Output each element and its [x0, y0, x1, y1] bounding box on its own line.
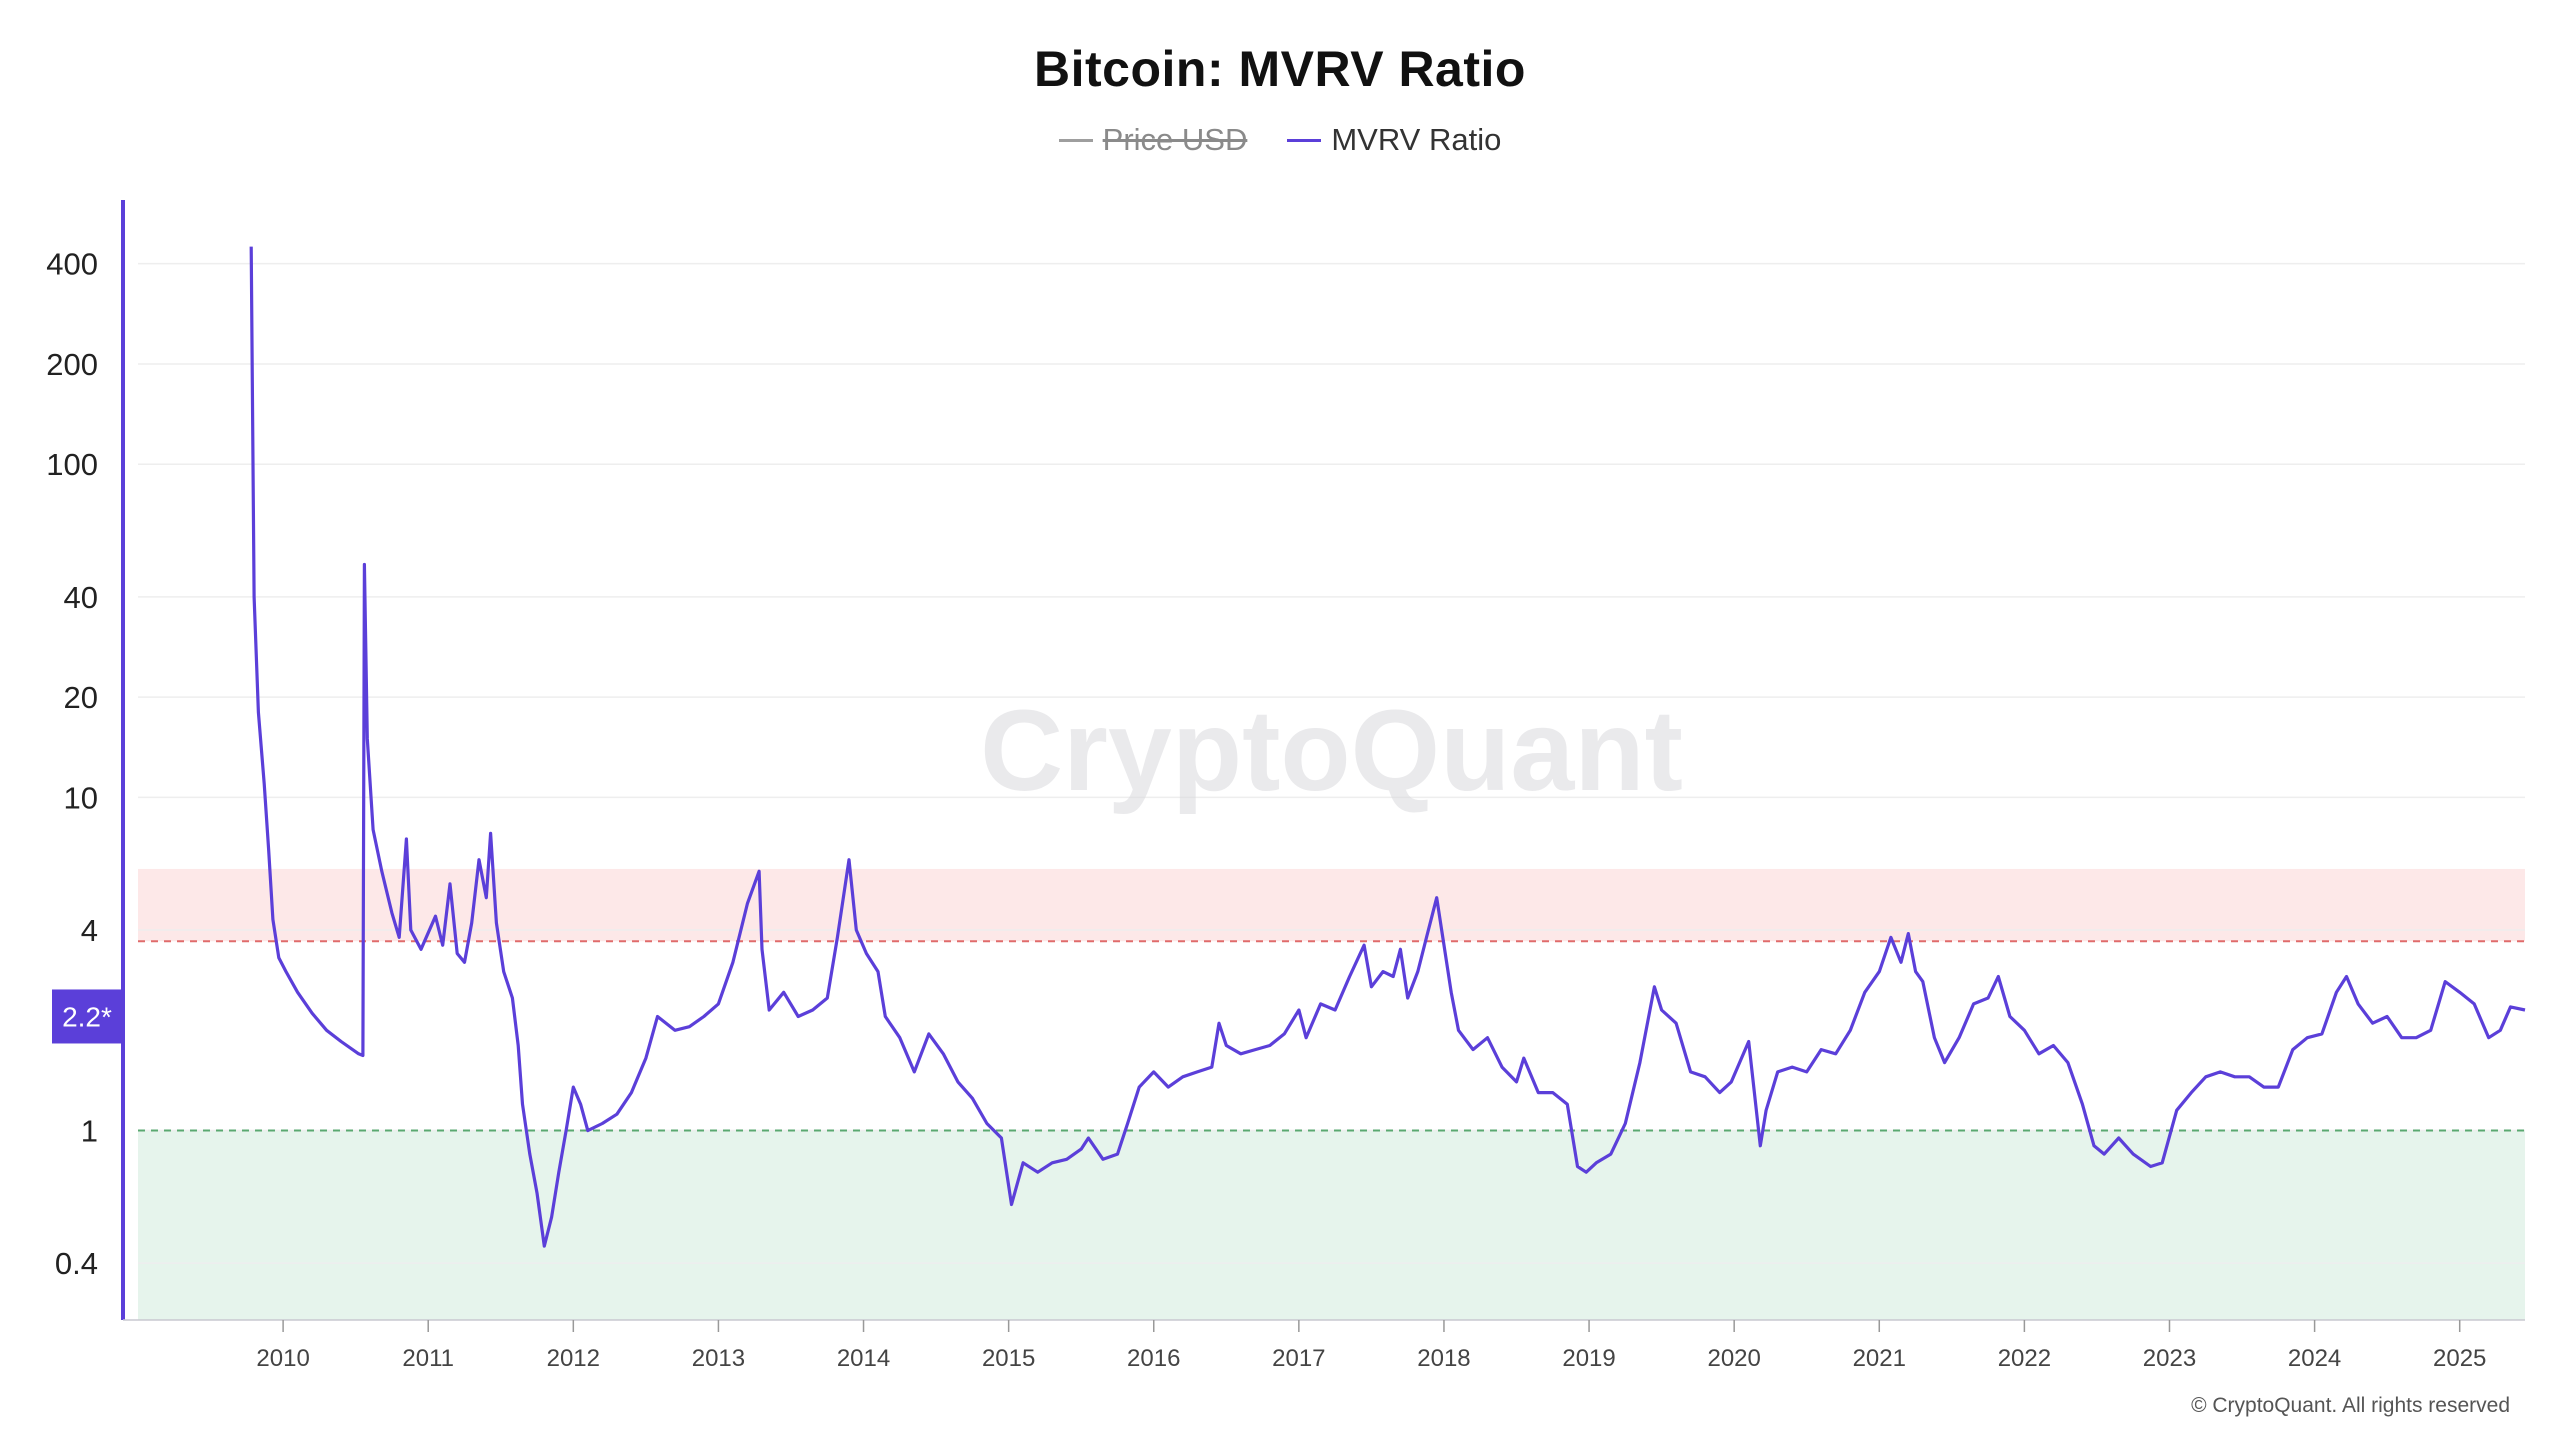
x-tick-label-2016: 2016	[1127, 1345, 1180, 1372]
y-tick-label-20: 20	[64, 680, 98, 715]
y-tick-label-40: 40	[64, 580, 98, 615]
legend-swatch-price-usd	[1058, 138, 1093, 142]
x-tick-label-2022: 2022	[1998, 1345, 2051, 1372]
x-tick-label-2024: 2024	[2288, 1345, 2341, 1372]
current-value-badge	[52, 989, 122, 1044]
x-tick-label-2011: 2011	[402, 1345, 454, 1372]
y-tick-label-4: 4	[81, 913, 98, 948]
x-tick-label-2015: 2015	[982, 1345, 1035, 1372]
series-line-mvrv-ratio	[249, 246, 2526, 1248]
legend: Price USD MVRV Ratio	[0, 122, 2560, 158]
y-tick-label-0.4: 0.4	[55, 1246, 98, 1281]
undervalued-band	[138, 1130, 2525, 1320]
y-tick-label-200: 200	[46, 347, 98, 382]
x-tick-label-2018: 2018	[1417, 1345, 1470, 1372]
chart-title: Bitcoin: MVRV Ratio	[1034, 41, 1526, 97]
legend-swatch-mvrv-ratio	[1287, 138, 1322, 142]
y-tick-label-10: 10	[64, 780, 98, 815]
x-tick-label-2014: 2014	[837, 1345, 890, 1372]
x-tick-label-2010: 2010	[256, 1345, 309, 1372]
legend-item-price-usd[interactable]: Price USD	[1058, 122, 1248, 158]
y-tick-label-1: 1	[81, 1114, 98, 1149]
watermark: CryptoQuant	[980, 687, 1683, 815]
legend-label-mvrv-ratio: MVRV Ratio	[1331, 122, 1502, 157]
copyright-footer: © CryptoQuant. All rights reserved	[2191, 1394, 2510, 1417]
y-tick-label-400: 400	[46, 247, 98, 282]
x-tick-label-2023: 2023	[2143, 1345, 2196, 1372]
x-tick-label-2019: 2019	[1562, 1345, 1615, 1372]
current-value-label: 2.2*	[62, 1001, 112, 1032]
x-tick-label-2012: 2012	[547, 1345, 600, 1372]
x-tick-label-2020: 2020	[1707, 1345, 1760, 1372]
y-tick-label-100: 100	[46, 447, 98, 482]
x-tick-label-2013: 2013	[692, 1345, 745, 1372]
overvalued-band	[138, 868, 2525, 942]
legend-item-mvrv-ratio[interactable]: MVRV Ratio	[1287, 122, 1501, 158]
legend-label-price-usd: Price USD	[1102, 122, 1248, 157]
x-tick-label-2025: 2025	[2433, 1345, 2486, 1372]
x-tick-label-2017: 2017	[1272, 1345, 1325, 1372]
x-tick-label-2021: 2021	[1853, 1345, 1906, 1372]
